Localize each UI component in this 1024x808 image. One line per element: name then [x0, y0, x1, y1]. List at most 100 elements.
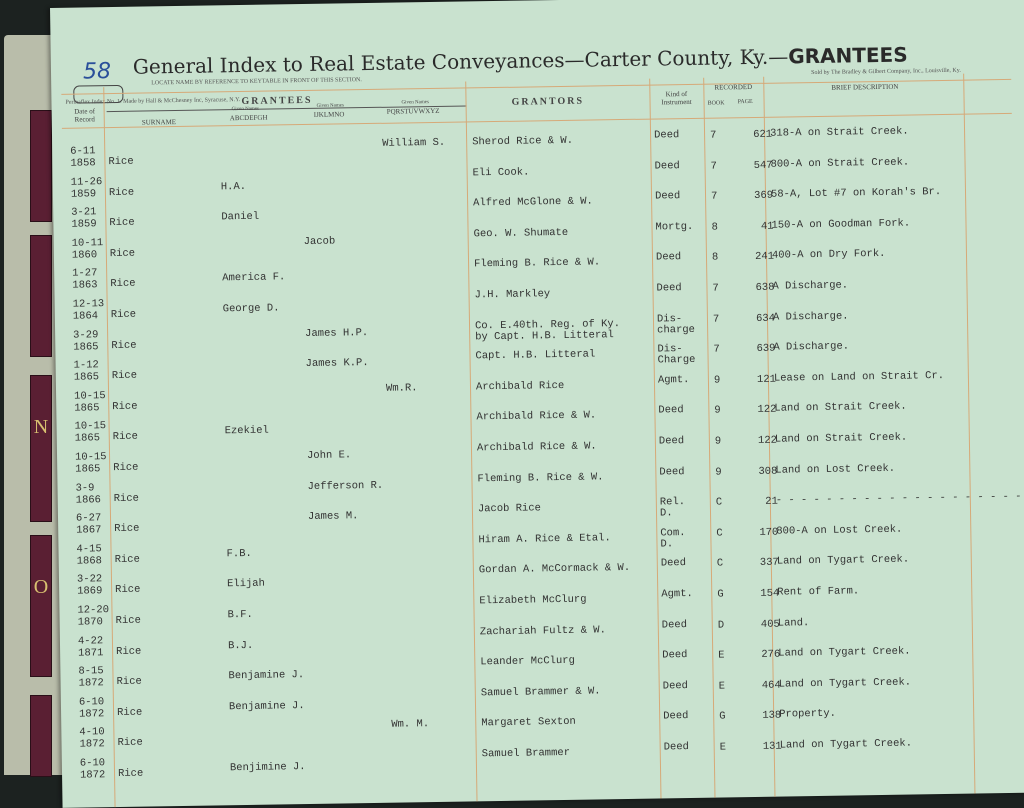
page: 621 — [753, 128, 773, 141]
header-given-label: Given Names — [316, 103, 344, 109]
book: E — [719, 741, 727, 754]
header-given-label: Given Names — [401, 100, 429, 106]
index-tab-o[interactable]: O — [30, 535, 52, 677]
page: 138 — [762, 709, 782, 723]
description: Land on Strait Creek. — [774, 400, 907, 416]
book: 8 — [711, 251, 719, 265]
book: 7 — [712, 282, 719, 295]
tab-letter: O — [33, 576, 49, 598]
grantor: Margaret Sexton — [481, 716, 576, 730]
record-date: 3-21 1859 — [71, 206, 97, 231]
grantor: Samuel Brammer & W. — [480, 685, 601, 700]
index-tab[interactable] — [30, 235, 52, 357]
surname: Rice — [113, 461, 139, 475]
instrument-kind: Deed — [654, 159, 680, 173]
instrument-kind: Deed — [660, 557, 687, 570]
header-book: BOOK — [707, 100, 725, 107]
locate-note: LOCATE NAME BY REFERENCE TO KEYTABLE IN … — [151, 77, 362, 87]
grantor: Capt. H.B. Litteral — [475, 348, 596, 363]
record-date: 10-11 1860 — [71, 236, 104, 262]
book: E — [718, 649, 725, 662]
record-date: 3-22 1869 — [76, 573, 103, 599]
description: Land on Tygart Creek. — [778, 645, 911, 660]
page-number: 58 — [82, 59, 112, 85]
description: Land on Tygart Creek. — [779, 737, 913, 752]
grantor: Gordan A. McCormack & W. — [478, 562, 631, 577]
record-date: 3-9 1866 — [75, 481, 102, 507]
ledger-rows: 6-11 1858 Rice William S. Sherod Rice & W. D… — [50, 0, 1024, 782]
description: 150-A on Goodman Fork. — [771, 217, 911, 232]
record-date: 10-15 1865 — [74, 420, 107, 446]
surname: Rice — [114, 553, 140, 566]
surname: Rice — [117, 767, 144, 781]
given-name: H.A. — [220, 180, 247, 193]
surname: Rice — [115, 584, 141, 597]
record-date: 6-10 1872 — [79, 757, 106, 782]
description: 318-A on Strait Creek. — [769, 125, 909, 140]
header-grantors: GRANTORS — [511, 95, 585, 108]
grantor: Archibald Rice & W. — [476, 409, 597, 424]
given-name: Elijah — [226, 578, 265, 591]
instrument-kind: Mortg. — [655, 220, 694, 234]
description: A Discharge. — [773, 340, 850, 354]
ledger-page: 58 General Index to Real Estate Conveyan… — [50, 0, 1024, 808]
instrument-kind: Agmt. — [657, 373, 690, 387]
book: C — [715, 496, 723, 509]
instrument-kind: Deed — [662, 679, 689, 693]
grantor: Fleming B. Rice & W. — [477, 470, 604, 485]
description: Land on Lost Creek. — [775, 462, 896, 477]
surname: Rice — [111, 369, 138, 383]
book: 7 — [709, 129, 717, 142]
page: 122 — [757, 404, 777, 417]
book: 9 — [713, 374, 721, 387]
index-tab[interactable] — [30, 110, 52, 222]
record-date: 6-10 1872 — [78, 696, 105, 721]
index-tab-n[interactable]: N — [30, 375, 52, 522]
instrument-kind: Deed — [661, 618, 688, 632]
surname: Rice — [117, 737, 143, 750]
header-recorded: RECORDED — [714, 82, 753, 92]
instrument-kind: Deed — [662, 649, 688, 662]
page: 41 — [760, 220, 774, 233]
page: 21 — [765, 495, 778, 509]
surname: Rice — [108, 155, 134, 169]
grantor: Fleming B. Rice & W. — [473, 256, 601, 271]
grantor: Archibald Rice & W. — [476, 440, 597, 455]
given-name: Benjamine J. — [228, 699, 305, 714]
given-name: Daniel — [221, 210, 260, 224]
description: 400-A on Dry Fork. — [771, 248, 886, 263]
surname: Rice — [116, 675, 142, 689]
description: 58-A, Lot #7 on Korah's Br. — [770, 186, 942, 201]
description: Land on Tygart Creek. — [778, 676, 912, 691]
grantor: Eli Cook. — [472, 166, 530, 179]
given-name: James H.P. — [305, 326, 369, 340]
header-page: PAGE — [737, 98, 753, 106]
surname: Rice — [110, 308, 137, 322]
header-grantees: GRANTEES — [241, 94, 313, 108]
surname: Rice — [109, 247, 136, 260]
record-date: 6-27 1867 — [75, 512, 102, 537]
page: 639 — [756, 342, 776, 356]
description: Land on Strait Creek. — [774, 431, 908, 446]
page: 131 — [762, 740, 782, 753]
record-date: 4-10 1872 — [79, 726, 105, 752]
grantor: Alfred McGlone & W. — [473, 195, 593, 210]
instrument-kind: Com. D. — [660, 526, 686, 551]
grantor: Sherod Rice & W. — [472, 134, 574, 149]
instrument-kind: Deed — [655, 251, 682, 264]
surname: Rice — [112, 431, 139, 444]
description: 800-A on Lost Creek. — [776, 523, 903, 538]
surname: Rice — [110, 278, 136, 291]
instrument-kind: Deed — [658, 435, 685, 448]
surname: Rice — [116, 706, 143, 719]
header-given-label: Given Names — [231, 106, 260, 113]
instrument-kind: Deed — [658, 404, 684, 417]
index-tab[interactable] — [30, 695, 52, 777]
page: 547 — [753, 159, 773, 172]
page: 634 — [755, 312, 776, 325]
tab-letter: N — [33, 416, 49, 438]
book: G — [719, 710, 726, 723]
grantor: J.H. Markley — [474, 288, 551, 302]
surname: Rice — [115, 614, 141, 628]
instrument-kind: Deed — [654, 190, 681, 203]
